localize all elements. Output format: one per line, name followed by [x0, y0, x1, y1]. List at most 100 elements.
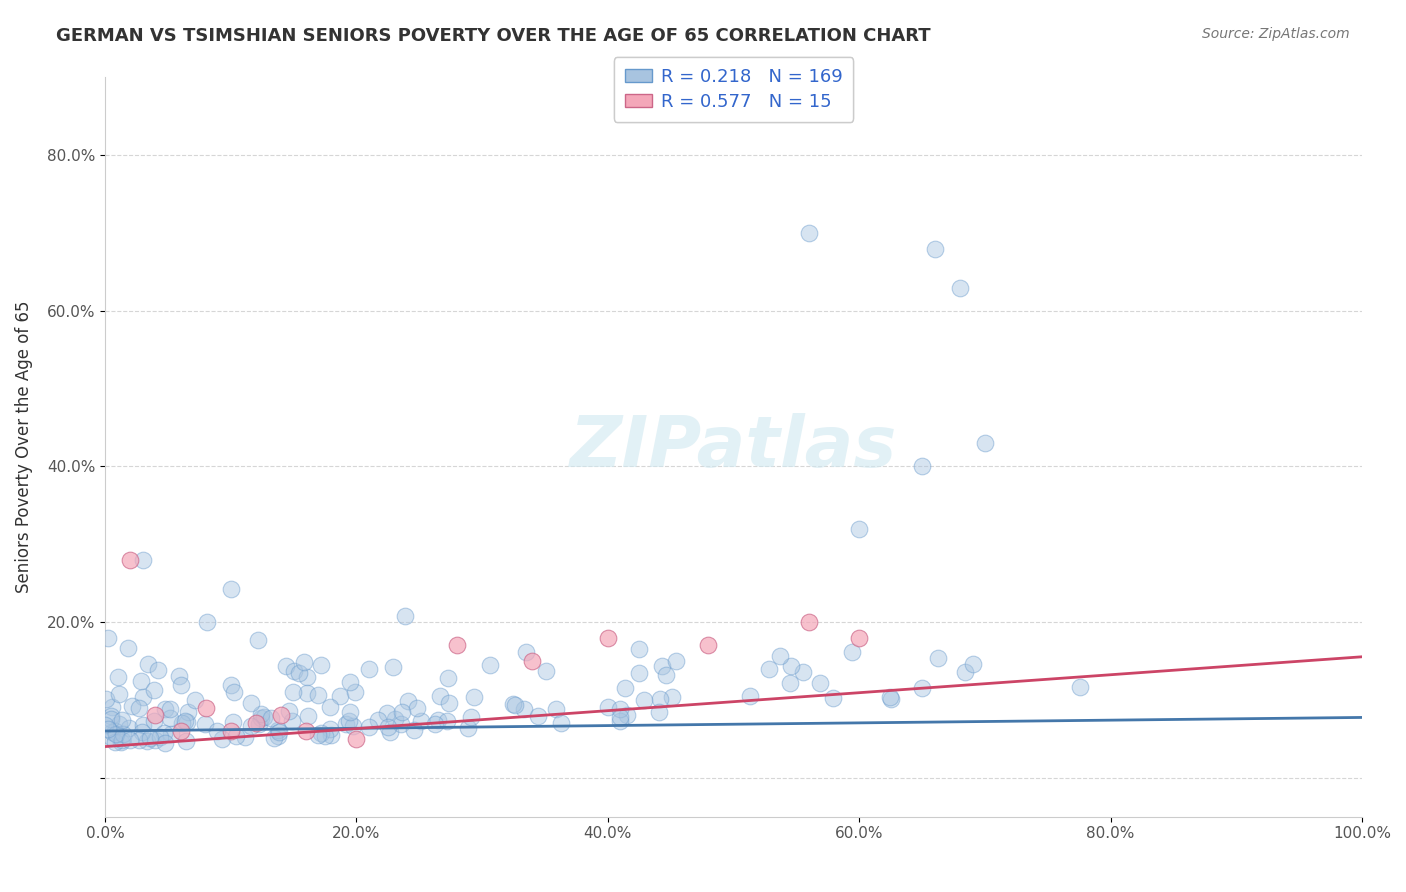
Point	[121, 699, 143, 714]
Point	[337, 714, 360, 728]
Point	[478, 657, 501, 672]
Point	[194, 717, 217, 731]
Point	[697, 639, 720, 653]
Point	[911, 681, 934, 695]
Point	[314, 729, 336, 743]
Point	[402, 723, 425, 737]
Point	[309, 657, 332, 672]
Point	[100, 731, 122, 745]
Point	[339, 705, 361, 719]
Point	[219, 582, 242, 597]
Point	[792, 665, 814, 679]
Point	[596, 631, 619, 645]
Point	[240, 719, 263, 733]
Point	[221, 678, 243, 692]
Point	[377, 720, 399, 734]
Point	[391, 705, 413, 719]
Point	[132, 718, 155, 732]
Point	[633, 693, 655, 707]
Point	[879, 690, 901, 705]
Point	[609, 710, 631, 724]
Point	[758, 662, 780, 676]
Point	[1069, 680, 1091, 694]
Point	[546, 702, 568, 716]
Point	[522, 654, 544, 668]
Point	[780, 658, 803, 673]
Point	[437, 671, 460, 685]
Point	[247, 632, 270, 647]
Point	[219, 724, 242, 739]
Point	[104, 735, 127, 749]
Point	[176, 705, 198, 719]
Point	[247, 717, 270, 731]
Point	[357, 662, 380, 676]
Point	[263, 731, 285, 745]
Point	[132, 553, 155, 567]
Point	[145, 733, 167, 747]
Point	[841, 645, 863, 659]
Point	[307, 688, 329, 702]
Point	[281, 714, 304, 728]
Point	[111, 713, 134, 727]
Point	[101, 724, 124, 739]
Point	[911, 459, 934, 474]
Point	[153, 736, 176, 750]
Point	[380, 725, 402, 739]
Point	[609, 702, 631, 716]
Point	[460, 710, 482, 724]
Point	[101, 699, 124, 714]
Point	[278, 704, 301, 718]
Point	[319, 700, 342, 714]
Point	[614, 681, 637, 695]
Point	[292, 655, 315, 669]
Point	[120, 553, 142, 567]
Point	[924, 242, 946, 256]
Point	[159, 710, 181, 724]
Point	[287, 666, 309, 681]
Point	[297, 686, 319, 700]
Point	[266, 723, 288, 738]
Point	[927, 651, 949, 665]
Point	[211, 732, 233, 747]
Point	[655, 667, 678, 681]
Point	[616, 707, 638, 722]
Point	[436, 714, 458, 728]
Point	[384, 712, 406, 726]
Point	[661, 690, 683, 704]
Point	[367, 713, 389, 727]
Point	[267, 725, 290, 739]
Point	[810, 676, 832, 690]
Point	[821, 690, 844, 705]
Point	[648, 706, 671, 720]
Point	[962, 657, 984, 671]
Point	[107, 669, 129, 683]
Point	[225, 729, 247, 743]
Point	[167, 669, 190, 683]
Point	[848, 631, 870, 645]
Point	[111, 732, 134, 747]
Point	[357, 720, 380, 734]
Point	[136, 734, 159, 748]
Point	[429, 689, 451, 703]
Point	[131, 724, 153, 739]
Point	[276, 659, 298, 673]
Point	[953, 665, 976, 680]
Point	[97, 722, 120, 736]
Point	[283, 664, 305, 678]
Point	[297, 708, 319, 723]
Point	[769, 649, 792, 664]
Point	[437, 696, 460, 710]
Point	[503, 698, 526, 712]
Point	[112, 726, 135, 740]
Point	[250, 711, 273, 725]
Point	[425, 716, 447, 731]
Point	[427, 713, 450, 727]
Point	[651, 659, 673, 673]
Point	[446, 639, 468, 653]
Point	[344, 685, 367, 699]
Point	[128, 700, 150, 714]
Point	[515, 645, 537, 659]
Point	[335, 717, 357, 731]
Point	[142, 714, 165, 729]
Point	[949, 280, 972, 294]
